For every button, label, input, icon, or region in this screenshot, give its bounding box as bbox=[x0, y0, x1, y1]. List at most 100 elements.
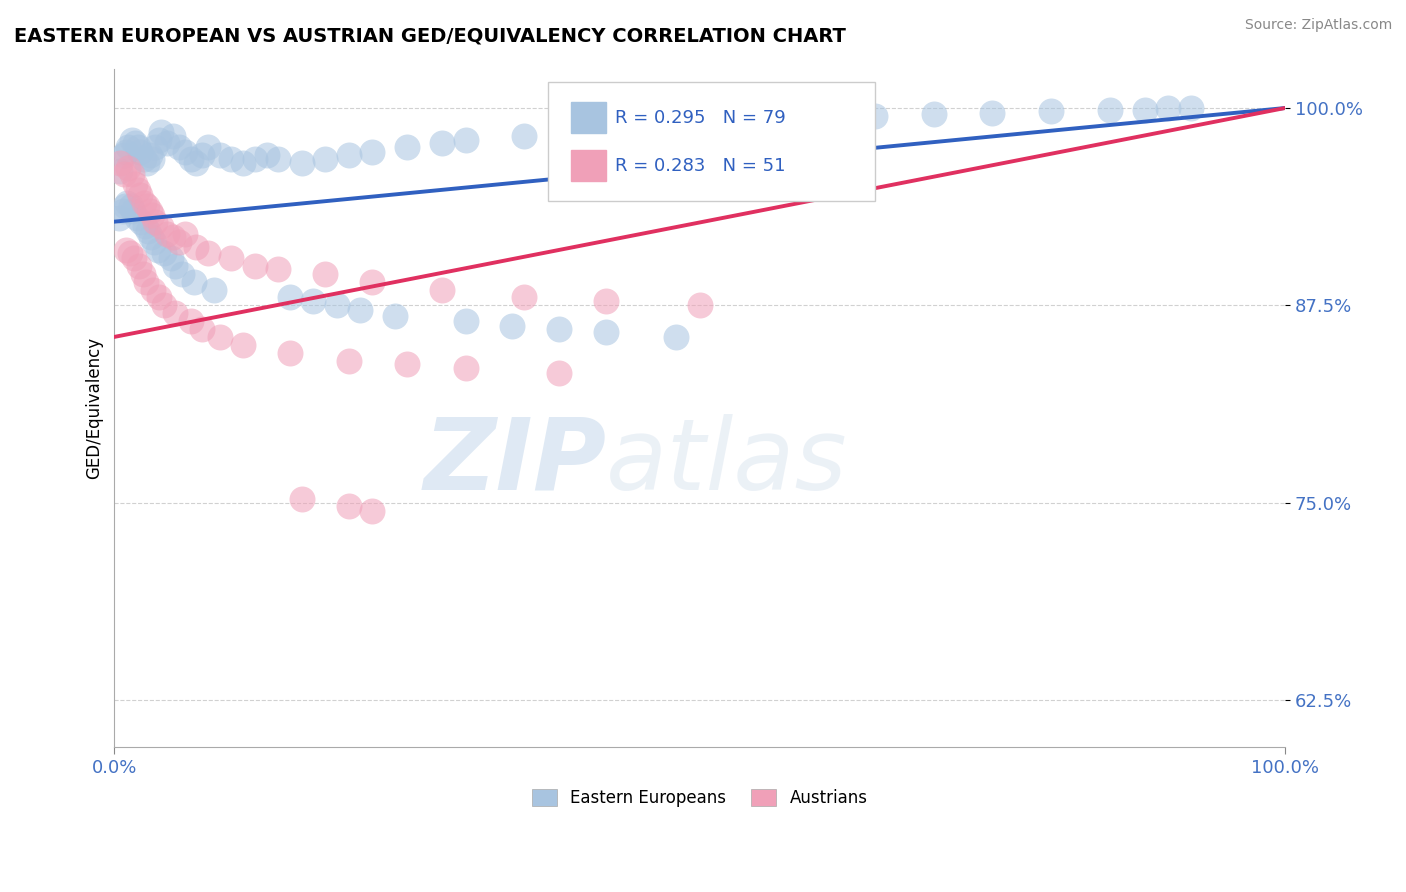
Point bbox=[148, 290, 170, 304]
Point bbox=[131, 214, 153, 228]
FancyBboxPatch shape bbox=[547, 82, 876, 201]
Point bbox=[142, 283, 165, 297]
Point bbox=[150, 219, 173, 234]
Point bbox=[361, 145, 384, 160]
Point bbox=[159, 251, 181, 265]
Point bbox=[501, 318, 523, 333]
Point bbox=[208, 330, 231, 344]
Point bbox=[243, 152, 266, 166]
Point bbox=[1098, 103, 1121, 117]
Point bbox=[747, 113, 769, 128]
Point bbox=[124, 136, 146, 150]
Point bbox=[221, 152, 243, 166]
Point bbox=[172, 267, 194, 281]
Point bbox=[689, 117, 711, 131]
Point bbox=[513, 129, 536, 144]
Point bbox=[922, 107, 945, 121]
Point bbox=[337, 353, 360, 368]
Point bbox=[197, 140, 219, 154]
Point bbox=[124, 251, 146, 265]
Point bbox=[136, 199, 159, 213]
Point bbox=[122, 203, 145, 218]
Point bbox=[145, 214, 167, 228]
Point bbox=[197, 246, 219, 260]
Point bbox=[141, 208, 163, 222]
Point bbox=[127, 140, 149, 154]
Point bbox=[349, 303, 371, 318]
Point bbox=[117, 140, 139, 154]
Point bbox=[432, 136, 454, 150]
Point bbox=[186, 240, 208, 254]
Point bbox=[127, 183, 149, 197]
Point bbox=[134, 219, 156, 234]
Point bbox=[129, 187, 152, 202]
Point bbox=[148, 132, 170, 146]
Text: EASTERN EUROPEAN VS AUSTRIAN GED/EQUIVALENCY CORRELATION CHART: EASTERN EUROPEAN VS AUSTRIAN GED/EQUIVAL… bbox=[14, 27, 846, 45]
Point bbox=[117, 161, 139, 175]
Point bbox=[278, 290, 301, 304]
Point bbox=[243, 259, 266, 273]
Point bbox=[150, 125, 173, 139]
Point bbox=[630, 120, 652, 134]
Point bbox=[165, 259, 187, 273]
Point bbox=[183, 275, 205, 289]
Point bbox=[806, 112, 828, 126]
Point bbox=[162, 129, 184, 144]
Point bbox=[278, 345, 301, 359]
Point bbox=[291, 156, 314, 170]
Point bbox=[110, 164, 132, 178]
Point bbox=[1133, 103, 1156, 117]
Point bbox=[314, 152, 336, 166]
Point bbox=[232, 156, 254, 170]
Point bbox=[454, 361, 477, 376]
Point bbox=[513, 290, 536, 304]
Point bbox=[131, 267, 153, 281]
Point bbox=[361, 503, 384, 517]
Point bbox=[361, 275, 384, 289]
Text: R = 0.295   N = 79: R = 0.295 N = 79 bbox=[616, 109, 786, 127]
Point bbox=[981, 105, 1004, 120]
Point bbox=[146, 243, 169, 257]
Bar bbox=[571, 150, 606, 180]
Point bbox=[143, 235, 166, 249]
Point bbox=[125, 211, 148, 226]
Point bbox=[118, 246, 141, 260]
Point bbox=[267, 152, 290, 166]
Text: atlas: atlas bbox=[606, 414, 848, 511]
Point bbox=[132, 152, 155, 166]
Point bbox=[302, 293, 325, 308]
Point bbox=[665, 330, 688, 344]
Point bbox=[167, 140, 190, 154]
Point bbox=[267, 262, 290, 277]
Point bbox=[156, 136, 179, 150]
Point bbox=[396, 357, 419, 371]
Point bbox=[191, 322, 214, 336]
Point bbox=[689, 298, 711, 312]
Point bbox=[114, 199, 136, 213]
Point bbox=[139, 230, 162, 244]
Point bbox=[179, 314, 201, 328]
Point bbox=[167, 235, 190, 249]
Point bbox=[138, 224, 160, 238]
Point bbox=[115, 145, 138, 160]
Text: R = 0.283   N = 51: R = 0.283 N = 51 bbox=[616, 157, 786, 175]
Point bbox=[112, 148, 135, 162]
Point bbox=[138, 148, 160, 162]
Point bbox=[291, 492, 314, 507]
Point bbox=[108, 211, 131, 226]
Point bbox=[173, 227, 195, 242]
Point bbox=[337, 148, 360, 162]
Text: ZIP: ZIP bbox=[423, 414, 606, 511]
Point bbox=[120, 199, 142, 213]
Point bbox=[152, 298, 174, 312]
Point bbox=[396, 140, 419, 154]
Point bbox=[202, 283, 225, 297]
Point bbox=[595, 325, 617, 339]
Point bbox=[156, 227, 179, 242]
Point bbox=[1157, 101, 1180, 115]
Point bbox=[112, 167, 135, 181]
Point bbox=[326, 298, 349, 312]
Bar bbox=[571, 103, 606, 133]
Point bbox=[548, 366, 571, 380]
Point bbox=[337, 499, 360, 513]
